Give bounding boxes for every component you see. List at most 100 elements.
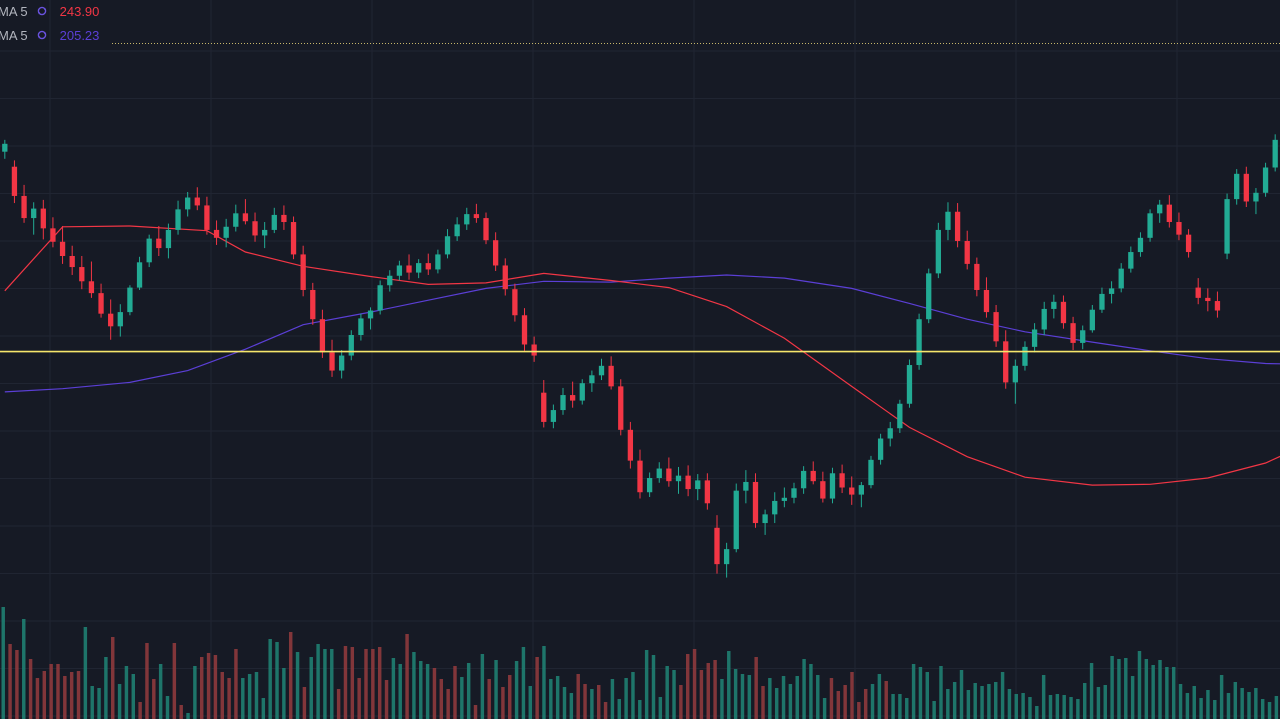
volume-bar <box>268 639 272 719</box>
candle-body <box>1099 293 1105 310</box>
candle-body <box>262 229 268 236</box>
volume-bar <box>275 642 279 719</box>
volume-bar <box>124 666 129 719</box>
volume-bar <box>973 683 977 719</box>
volume-bar <box>555 676 560 719</box>
candle-body <box>1166 204 1172 223</box>
moving-average-lines <box>4 225 1280 486</box>
volume-bar <box>220 672 224 719</box>
candle-body <box>310 289 316 320</box>
candle-body <box>242 213 249 222</box>
volume-bars <box>1 607 1279 719</box>
volume-bar <box>884 681 888 719</box>
volume-bar <box>111 637 115 719</box>
volume-bar <box>186 713 190 719</box>
volume-bar <box>644 650 649 719</box>
legend-label: MA 5 <box>0 27 28 43</box>
refresh-icon[interactable] <box>36 5 48 17</box>
candle-body <box>358 318 364 336</box>
volume-bar <box>35 678 40 719</box>
candle-body <box>637 460 643 493</box>
volume-bar <box>638 700 642 719</box>
volume-bar <box>781 676 786 719</box>
candle-body <box>108 313 114 327</box>
candle-body <box>367 310 374 319</box>
volume-bar <box>590 689 594 719</box>
volume-bar <box>254 672 259 719</box>
volume-bar <box>200 657 204 719</box>
candle-body <box>685 475 691 490</box>
candle-body <box>849 487 855 495</box>
candle-body <box>791 488 797 498</box>
candle-body <box>743 481 749 491</box>
volume-bar <box>1274 696 1279 719</box>
candle-body <box>1253 192 1259 202</box>
candle-body <box>416 263 422 273</box>
volume-bar <box>610 679 615 719</box>
candle-body <box>127 287 133 313</box>
candle-body <box>569 395 576 401</box>
candle-body <box>319 319 326 353</box>
volume-bar <box>918 667 923 719</box>
candle-body <box>820 481 826 499</box>
candle-body <box>906 365 913 404</box>
volume-bar <box>323 649 327 719</box>
candle-body <box>281 214 287 223</box>
volume-bar <box>466 663 471 719</box>
candle-body <box>772 500 778 515</box>
volume-bar <box>898 694 902 719</box>
volume-bar <box>1178 684 1183 719</box>
volume-bar <box>241 678 245 719</box>
volume-bar <box>994 682 998 719</box>
ma-line-red <box>4 225 1280 486</box>
volume-bar <box>816 675 820 719</box>
volume-bar <box>288 632 293 719</box>
candle-body <box>1051 301 1057 309</box>
volume-bar <box>1007 689 1012 719</box>
candle-body <box>858 485 864 495</box>
volume-bar <box>446 689 450 719</box>
volume-bar <box>624 678 628 719</box>
volume-bar <box>651 655 656 719</box>
candle-body <box>695 480 701 490</box>
candle-body <box>714 527 720 565</box>
candle-body <box>88 281 95 294</box>
volume-bar <box>706 663 710 719</box>
candle-body <box>348 335 354 356</box>
candle-body <box>175 209 181 230</box>
volume-bar <box>227 678 231 719</box>
candle-body <box>618 386 624 430</box>
volume-bar <box>193 666 197 719</box>
volume-bar <box>1219 675 1224 719</box>
candle-body <box>40 208 46 229</box>
volume-bar <box>1254 688 1258 719</box>
candle-body <box>290 222 297 255</box>
volume-bar <box>1247 692 1251 719</box>
candle-body <box>50 228 56 242</box>
legend-ma-red[interactable]: MA 5 243.90 <box>0 2 99 20</box>
candle-body <box>194 197 200 206</box>
volume-bar <box>863 689 868 719</box>
volume-bar <box>747 675 752 719</box>
volume-bar <box>562 687 567 719</box>
refresh-icon[interactable] <box>36 29 48 41</box>
volume-bar <box>22 619 26 719</box>
candle-body <box>1003 341 1009 383</box>
candle-body <box>396 265 403 276</box>
candle-body <box>271 214 277 230</box>
price-lines[interactable] <box>0 42 1280 353</box>
volume-bar <box>932 701 936 719</box>
candle-body <box>1224 199 1230 254</box>
candle-body <box>11 166 18 196</box>
candle-body <box>252 221 258 236</box>
legend-ma-purple[interactable]: MA 5 205.23 <box>0 26 99 44</box>
volume-bar <box>658 697 663 719</box>
candle-body <box>762 514 768 524</box>
volume-bar <box>508 675 512 719</box>
candle-body <box>926 273 932 320</box>
volume-bar <box>28 659 33 719</box>
candle-body <box>387 275 393 286</box>
volume-bar <box>1233 682 1238 719</box>
volume-bar <box>76 671 81 719</box>
